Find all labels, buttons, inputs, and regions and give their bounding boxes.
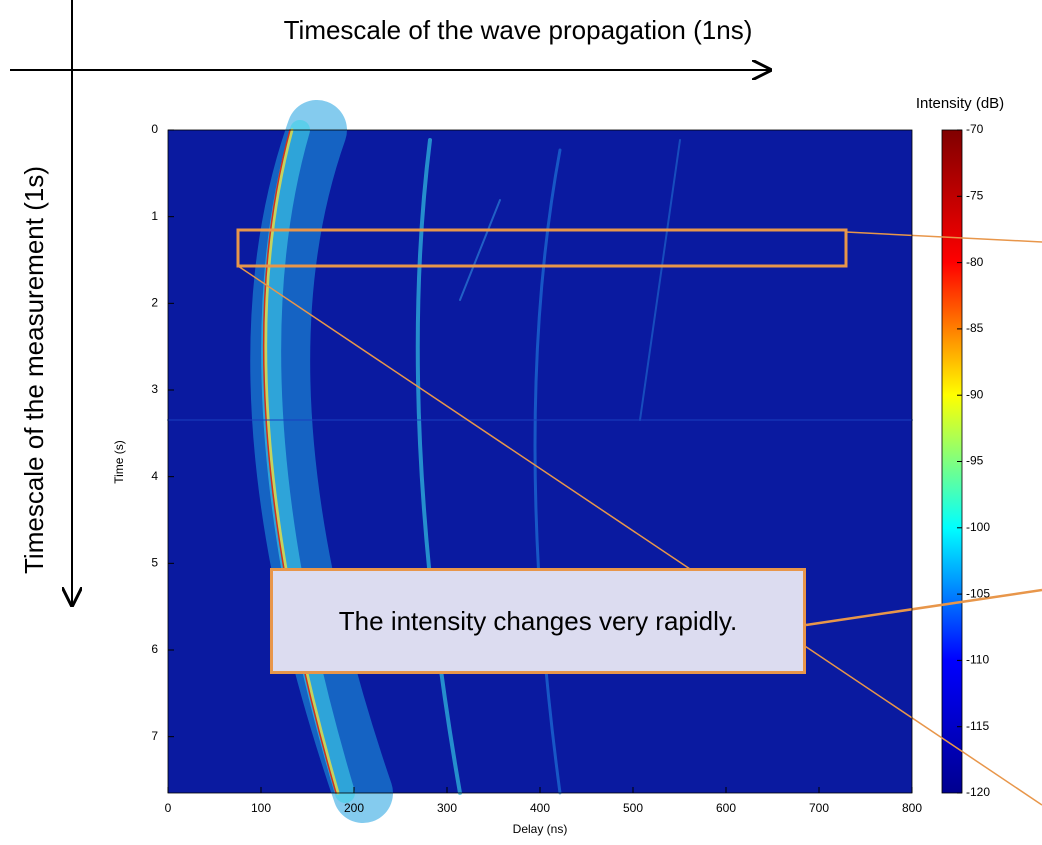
y-tick-label: 2 — [151, 296, 158, 310]
colorbar-tick-label: -95 — [966, 454, 984, 468]
callout: The intensity changes very rapidly. — [270, 568, 806, 674]
connector — [805, 588, 1042, 627]
x-tick-label: 300 — [437, 801, 457, 815]
y-axis-label: Time (s) — [112, 440, 126, 484]
x-tick-label: 0 — [165, 801, 172, 815]
colorbar-tick-label: -100 — [966, 520, 990, 534]
highlight-box — [236, 228, 848, 268]
connector — [845, 231, 1042, 243]
colorbar-tick-label: -70 — [966, 122, 984, 136]
heatmap-texture — [167, 100, 913, 823]
y-tick-label: 5 — [151, 556, 158, 570]
connector — [237, 265, 1042, 806]
colorbar-tick-label: -110 — [966, 653, 989, 667]
colorbar-tick-label: -115 — [966, 719, 989, 733]
colorbar-label: Intensity (dB) — [916, 95, 1004, 112]
y-tick-label: 6 — [151, 642, 158, 656]
colorbar-tick-label: -105 — [966, 586, 990, 600]
y-tick-label: 3 — [151, 382, 158, 396]
x-tick-label: 600 — [716, 801, 736, 815]
arrow-label: Timescale of the wave propagation (1ns) — [284, 15, 753, 45]
colorbar-tick-label: -90 — [966, 387, 984, 401]
colorbar-tick-label: -120 — [966, 785, 990, 799]
x-tick-label: 400 — [530, 801, 550, 815]
x-tick-label: 100 — [251, 801, 271, 815]
arrow-label: Timescale of the measurement (1s) — [19, 166, 49, 574]
x-tick-label: 200 — [344, 801, 364, 815]
y-tick-label: 1 — [151, 209, 158, 223]
colorbar-tick-label: -80 — [966, 255, 984, 269]
y-tick-label: 4 — [151, 469, 158, 483]
x-tick-label: 800 — [902, 801, 922, 815]
x-axis-label: Delay (ns) — [513, 822, 568, 836]
colorbar-tick-label: -75 — [966, 188, 984, 202]
x-tick-label: 500 — [623, 801, 643, 815]
y-tick-label: 7 — [151, 729, 158, 743]
y-tick-label: 0 — [151, 122, 158, 136]
x-tick-label: 700 — [809, 801, 829, 815]
colorbar-tick-label: -85 — [966, 321, 984, 335]
